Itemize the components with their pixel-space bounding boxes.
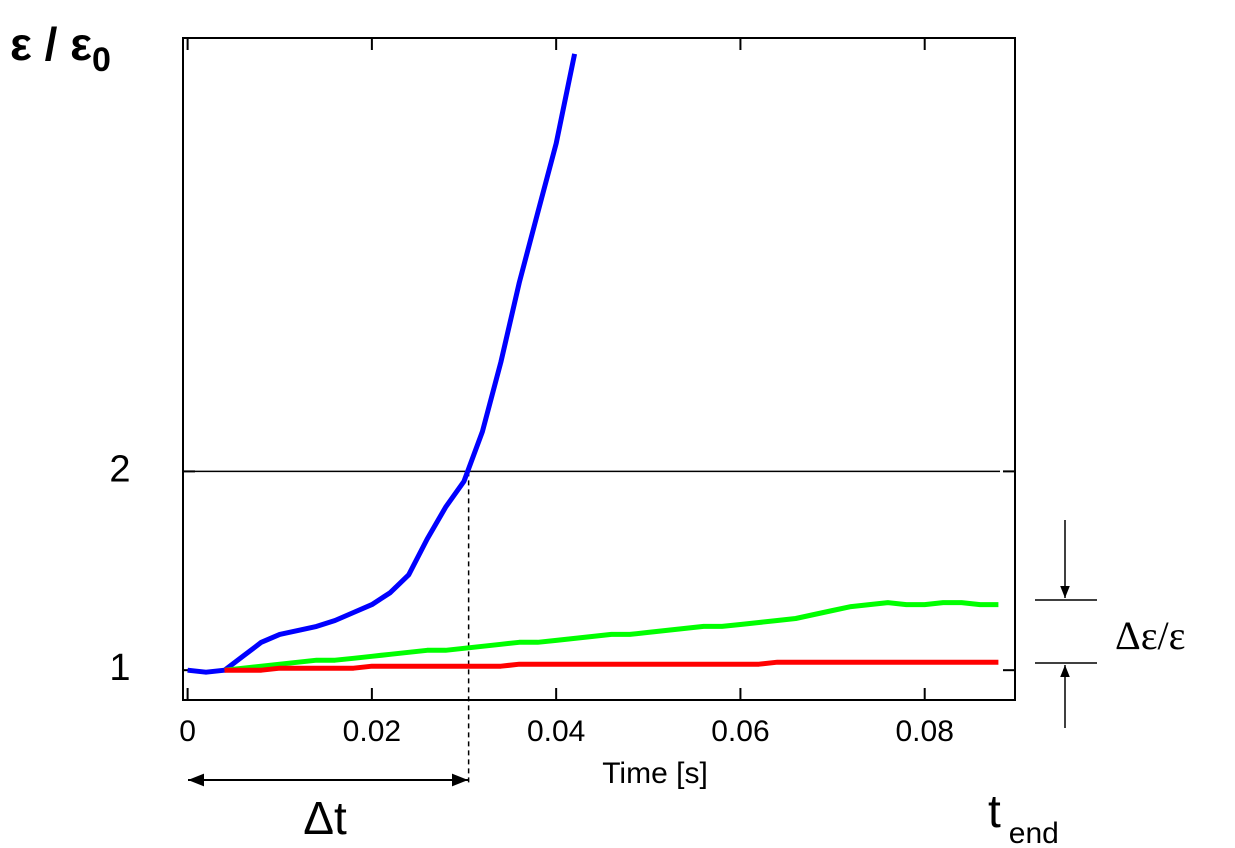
t-end-label: t end bbox=[988, 785, 1059, 848]
y-tick-label: 2 bbox=[109, 448, 130, 490]
y-tick-label: 1 bbox=[109, 647, 130, 689]
x-tick-label: 0.04 bbox=[527, 715, 585, 748]
plot-series bbox=[187, 53, 999, 675]
delta-t-label: Δt bbox=[303, 792, 347, 844]
series-line bbox=[224, 600, 999, 673]
x-tick-label: 0 bbox=[179, 715, 196, 748]
x-axis-label: Time [s] bbox=[602, 757, 708, 790]
series-line bbox=[187, 53, 578, 675]
series-line bbox=[224, 659, 999, 673]
x-tick-label: 0.08 bbox=[896, 715, 954, 748]
x-tick-label: 0.06 bbox=[711, 715, 769, 748]
y-axis-label: ε / ε0 bbox=[10, 18, 111, 79]
delta-eps-label: Δε/ε bbox=[1115, 613, 1185, 658]
x-tick-label: 0.02 bbox=[343, 715, 401, 748]
plot-frame bbox=[182, 37, 1016, 701]
